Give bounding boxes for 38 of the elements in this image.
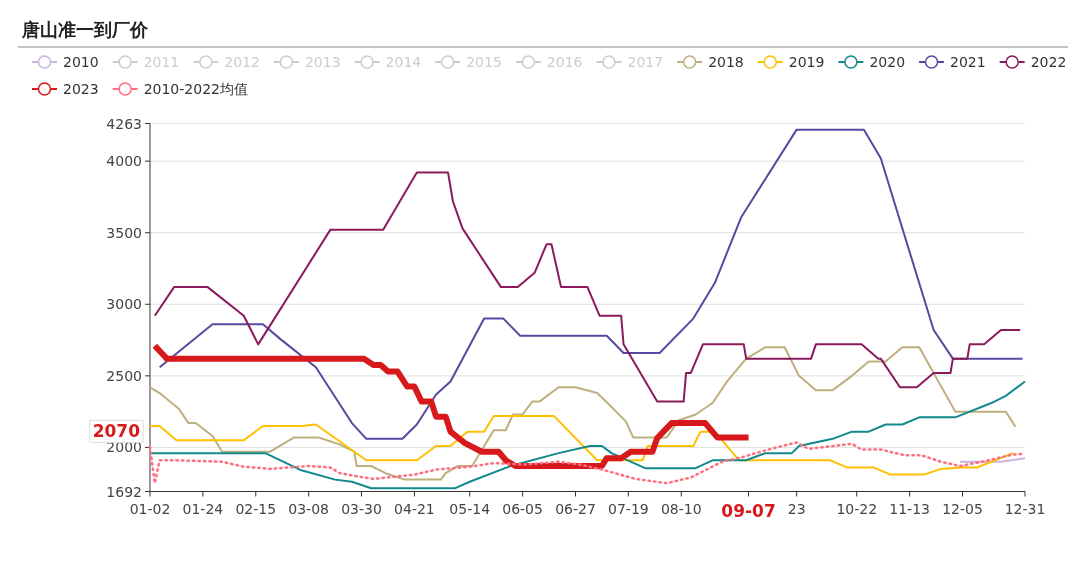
x-tick-label: 11-13 xyxy=(889,500,930,517)
x-tick-label: 12-05 xyxy=(942,500,983,517)
legend-label: 2019 xyxy=(788,54,825,70)
text: 09-07 xyxy=(721,500,776,521)
text: 2070 xyxy=(92,421,141,442)
legend-label: 2022 xyxy=(1030,54,1067,70)
line-series xyxy=(149,346,1017,481)
x-tick-label: 04-21 xyxy=(394,500,435,517)
x-tick-label: 23 xyxy=(787,500,806,517)
legend-label: 2021 xyxy=(950,54,986,70)
x-tick-label: 03-30 xyxy=(341,500,382,517)
line-series xyxy=(158,128,1024,440)
x-tick-label: 10-22 xyxy=(836,500,878,517)
y-tick-label: 3000 xyxy=(106,296,142,313)
x-tick-label: 01-02 xyxy=(129,500,171,517)
x-tick-label: 07-19 xyxy=(608,500,649,517)
chart-title: 唐山准一到厂价 xyxy=(21,19,149,40)
x-tick-label: 03-08 xyxy=(288,500,329,517)
y-tick-label: 1692 xyxy=(106,483,142,500)
y-tick-label: 4000 xyxy=(106,153,142,170)
x-tick-label: 01-24 xyxy=(182,500,224,517)
x-tick-label: 06-05 xyxy=(502,500,543,517)
y-tick-label: 2500 xyxy=(106,367,142,384)
line-series xyxy=(153,171,1022,403)
legend-label: 2018 xyxy=(708,54,744,70)
x-tick-label: 06-27 xyxy=(555,500,596,517)
x-tick-label: 12-31 xyxy=(1004,500,1046,517)
legend-label: 2020 xyxy=(869,54,906,70)
line-series xyxy=(149,414,1014,476)
y-tick-label: 4263 xyxy=(106,115,142,132)
legend-label: 2010-2022均值 xyxy=(143,81,248,97)
y-tick-label: 2000 xyxy=(106,439,142,456)
x-tick-label: 02-15 xyxy=(235,500,277,517)
legend-label: 2023 xyxy=(63,81,99,97)
legend-label: 2010 xyxy=(63,54,99,70)
x-tick-label: 05-14 xyxy=(449,500,491,517)
y-tick-label: 3500 xyxy=(106,224,142,241)
x-tick-label: 08-10 xyxy=(660,500,702,517)
